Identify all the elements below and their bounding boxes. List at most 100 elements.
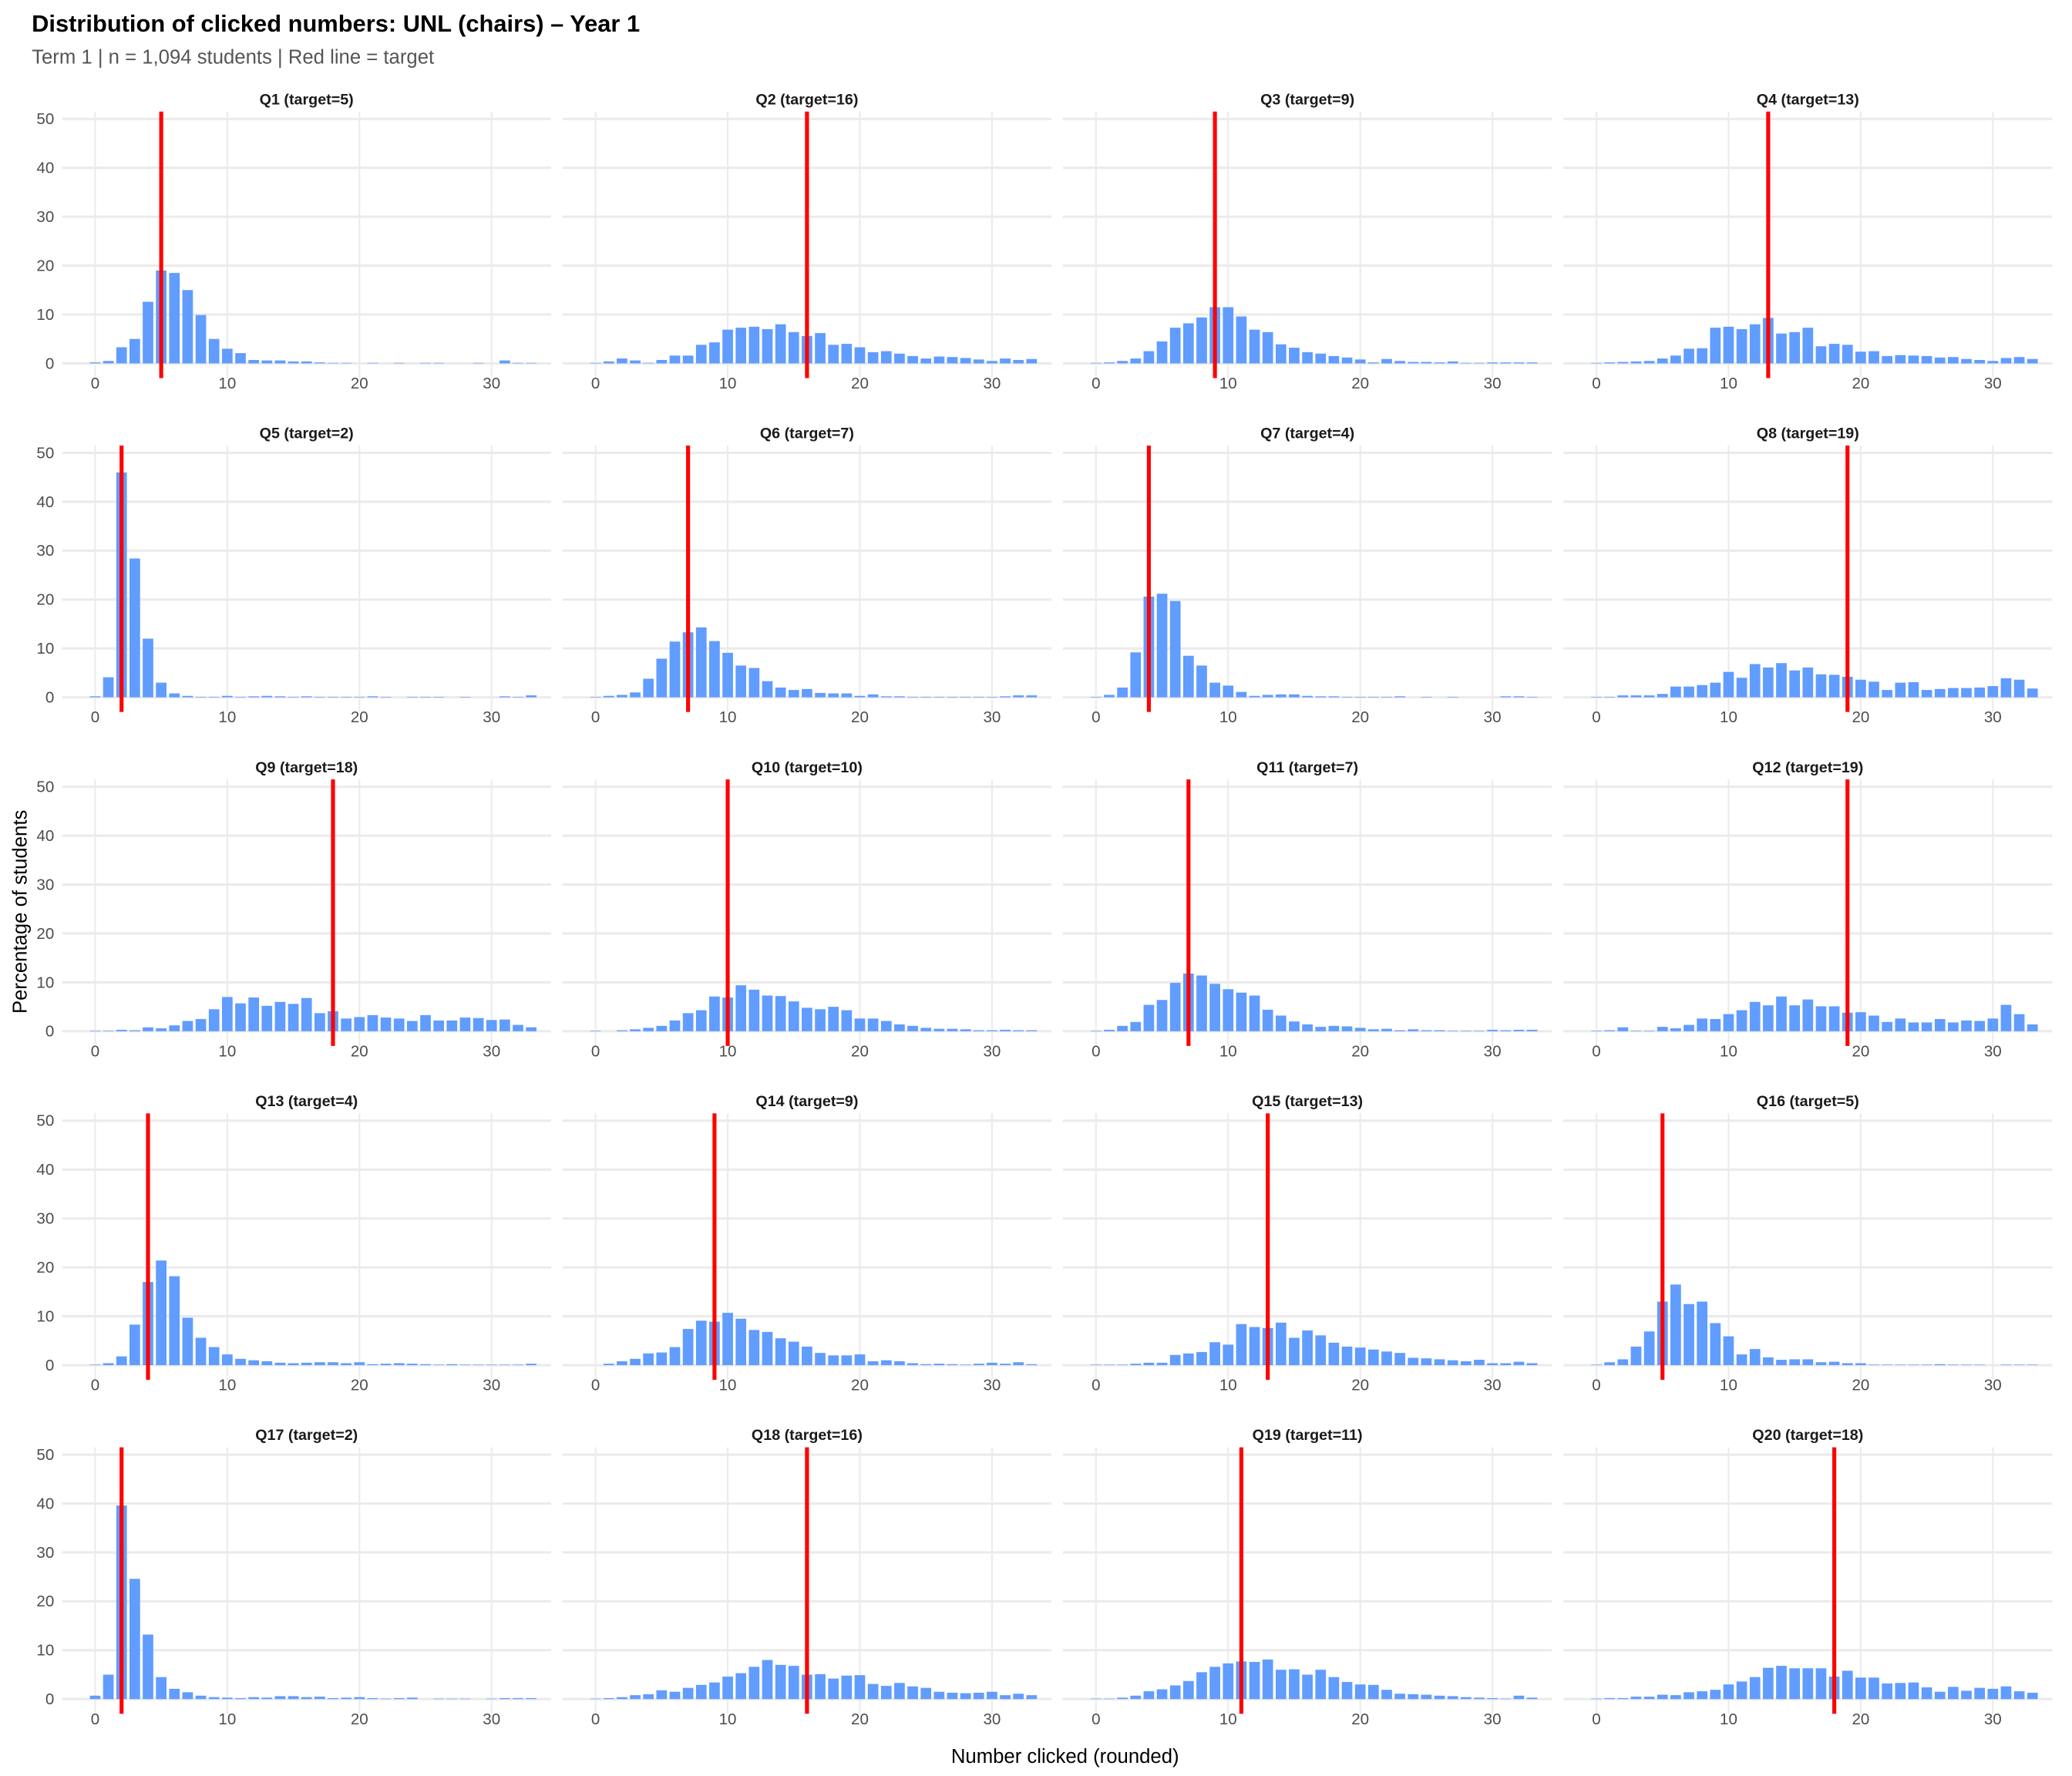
- histogram-bar: [1684, 1692, 1694, 1700]
- histogram-bar: [1315, 1335, 1327, 1366]
- panel-title: Q9 (target=18): [255, 759, 358, 776]
- y-tick-label: 40: [36, 1161, 54, 1179]
- histogram-bar: [1921, 355, 1932, 364]
- histogram-bar: [156, 682, 166, 698]
- histogram-bar: [103, 1674, 114, 1700]
- x-tick-label: 0: [1092, 375, 1100, 392]
- histogram-bar: [1697, 1691, 1708, 1700]
- histogram-bar: [222, 1697, 233, 1700]
- histogram-bar: [920, 1687, 932, 1700]
- histogram-bar: [762, 1331, 773, 1366]
- histogram-bar: [328, 1697, 338, 1700]
- panel-20: Q20 (target=18) 0 10 20 30: [1563, 1427, 2053, 1728]
- histogram-bar: [486, 1698, 497, 1700]
- histogram-bar: [1289, 1669, 1300, 1700]
- histogram-bar: [841, 1355, 853, 1366]
- histogram-bar: [1684, 1303, 1694, 1366]
- histogram-bar: [788, 1341, 799, 1366]
- histogram-bar: [1802, 328, 1814, 364]
- histogram-bar: [1802, 1359, 1814, 1366]
- histogram-bar: [341, 1363, 352, 1366]
- histogram-bar: [802, 1346, 812, 1366]
- histogram-bar: [669, 1347, 681, 1366]
- histogram-bar: [762, 1660, 773, 1700]
- histogram-bar: [1315, 696, 1327, 698]
- x-tick-label: 30: [1484, 708, 1502, 726]
- histogram-bar: [130, 1579, 140, 1700]
- histogram-bar: [1474, 1360, 1485, 1366]
- histogram-bar: [169, 693, 180, 698]
- histogram-bar: [1487, 1363, 1498, 1366]
- histogram-bar: [1487, 362, 1498, 364]
- histogram-bar: [433, 1020, 444, 1031]
- x-tick-label: 0: [91, 375, 99, 392]
- panel-4: Q4 (target=13) 0 10 20 30: [1563, 91, 2053, 392]
- histogram-bar: [222, 1354, 233, 1366]
- histogram-bar: [748, 1667, 760, 1700]
- histogram-bar: [248, 1697, 259, 1700]
- histogram-bar: [1182, 655, 1194, 698]
- histogram-bar: [1961, 358, 1972, 364]
- histogram-bar: [867, 352, 879, 364]
- histogram-bar: [1460, 1361, 1472, 1366]
- y-tick-label: 30: [36, 542, 54, 560]
- histogram-bar: [1381, 1351, 1392, 1366]
- histogram-bar: [854, 1354, 866, 1366]
- x-tick-label: 20: [851, 1042, 869, 1060]
- histogram-bar: [1868, 681, 1879, 698]
- x-tick-label: 30: [983, 1042, 1001, 1060]
- histogram-bar: [1090, 1698, 1102, 1700]
- histogram-bar: [1026, 1695, 1038, 1700]
- histogram-bar: [459, 1698, 471, 1700]
- histogram-bar: [1249, 1327, 1260, 1366]
- histogram-bar: [1710, 1323, 1721, 1366]
- histogram-bar: [1643, 695, 1655, 698]
- histogram-bar: [513, 1024, 523, 1031]
- histogram-bar: [762, 995, 773, 1031]
- histogram-bar: [1513, 362, 1525, 364]
- x-tick-label: 30: [483, 1710, 500, 1728]
- x-tick-label: 0: [1592, 1710, 1600, 1728]
- histogram-bar: [1249, 695, 1260, 698]
- histogram-bar: [682, 1687, 694, 1700]
- histogram-bar: [1697, 348, 1708, 364]
- histogram-bar: [1513, 1029, 1525, 1031]
- histogram-bar: [722, 329, 733, 364]
- histogram-bar: [328, 696, 338, 698]
- histogram-bar: [815, 1353, 826, 1366]
- histogram-bar: [1882, 1683, 1893, 1700]
- histogram-bar: [1828, 674, 1840, 698]
- y-tick-label: 10: [36, 306, 54, 324]
- histogram-bar: [960, 1693, 971, 1700]
- histogram-bar: [656, 1025, 668, 1031]
- histogram-bar: [235, 1697, 246, 1700]
- histogram-bar: [1236, 691, 1247, 698]
- histogram-bar: [1643, 1697, 1655, 1700]
- histogram-bar: [2013, 1014, 2025, 1031]
- histogram-bar: [446, 1020, 458, 1031]
- histogram-bar: [1275, 344, 1287, 364]
- y-tick-label: 0: [45, 688, 54, 706]
- histogram-bar: [380, 1018, 392, 1031]
- y-tick-label: 40: [36, 1495, 54, 1512]
- histogram-bar: [314, 1362, 325, 1366]
- y-tick-label: 10: [36, 1307, 54, 1325]
- histogram-bar: [1000, 1029, 1011, 1031]
- histogram-bar: [433, 1364, 444, 1366]
- x-tick-label: 30: [1984, 708, 2002, 726]
- histogram-bar: [182, 695, 193, 698]
- histogram-bar: [1974, 1021, 1986, 1031]
- histogram-bar: [261, 1361, 273, 1366]
- histogram-bar: [894, 1361, 905, 1366]
- histogram-bar: [656, 359, 668, 364]
- panel-14: Q14 (target=9) 0 10 20 30: [562, 1093, 1052, 1394]
- histogram-bar: [1143, 1362, 1155, 1366]
- histogram-bar: [1302, 1330, 1313, 1366]
- histogram-bar: [1526, 1363, 1538, 1366]
- histogram-bar: [590, 362, 601, 364]
- histogram-bar: [1090, 696, 1102, 698]
- histogram-bar: [1526, 1029, 1538, 1031]
- histogram-bar: [1354, 1684, 1366, 1700]
- histogram-bar: [1604, 362, 1616, 364]
- histogram-bar: [1460, 362, 1472, 364]
